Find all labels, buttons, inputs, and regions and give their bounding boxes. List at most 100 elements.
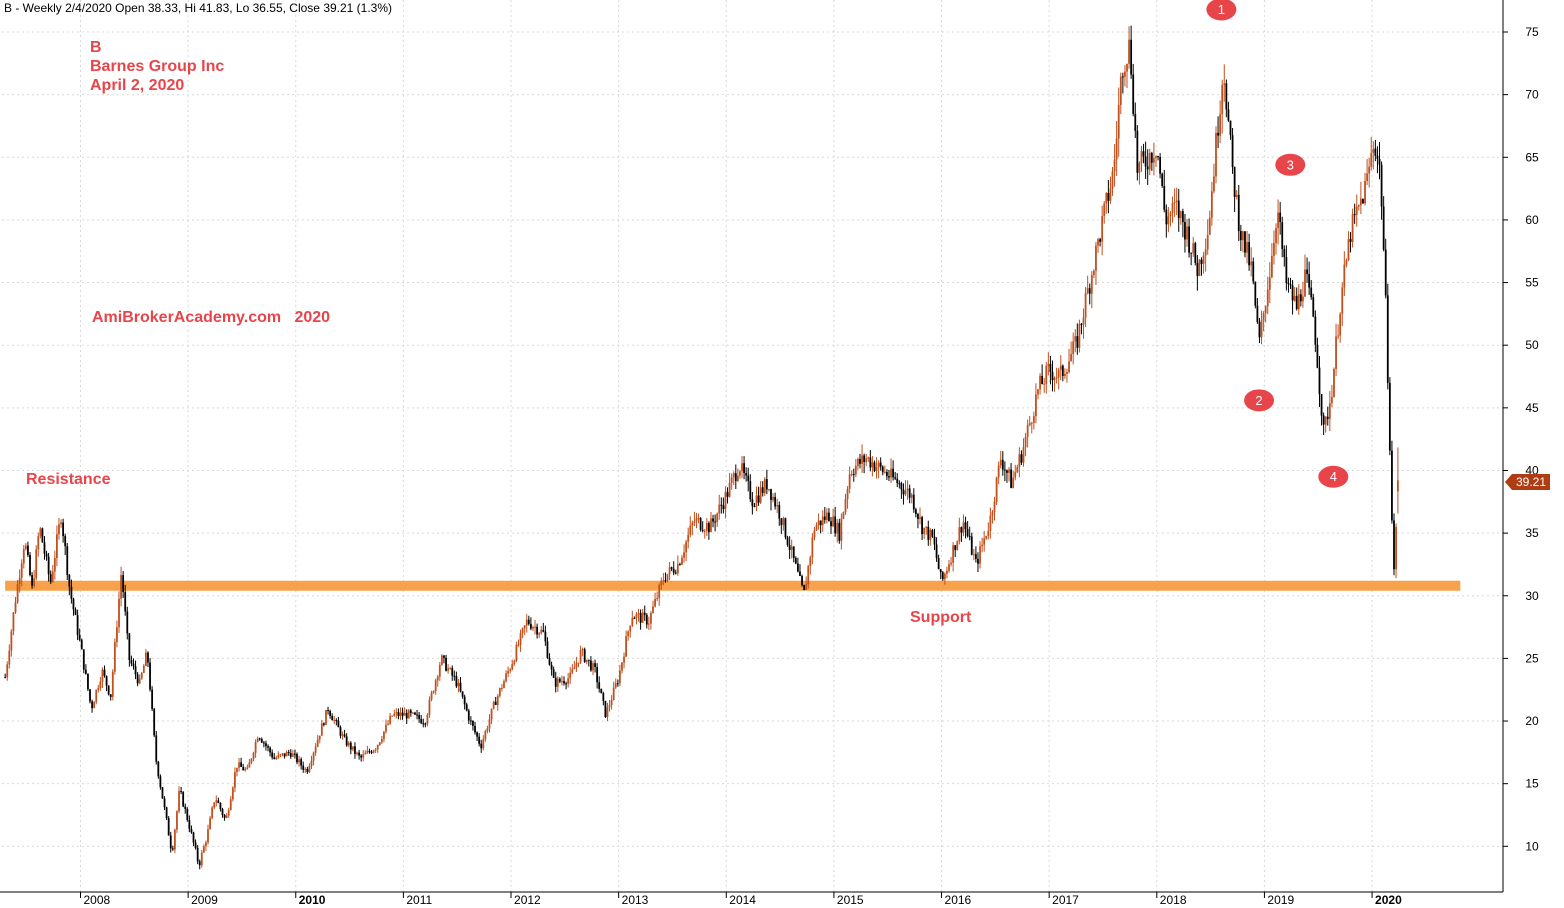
candle-body (836, 522, 839, 534)
candle-body (16, 584, 19, 603)
support-label: Support (910, 609, 972, 626)
candle-body (1090, 275, 1093, 294)
candlestick-series (4, 25, 1399, 870)
candle-body (1299, 294, 1302, 302)
candle-body (333, 719, 336, 721)
candle-body (712, 518, 714, 522)
candle-body (888, 476, 890, 478)
candle-body (149, 662, 151, 690)
candle-body (1055, 377, 1058, 379)
candle-body (29, 554, 31, 576)
candle-body (807, 565, 810, 585)
candle-body (1010, 469, 1012, 488)
candle-body (397, 712, 400, 717)
candle-body (1277, 212, 1279, 229)
candle-body (970, 536, 973, 555)
candle-body (989, 515, 992, 531)
candle-body (103, 669, 106, 676)
candle-body (614, 683, 617, 688)
candle-body (927, 526, 930, 540)
candle-body (724, 492, 727, 510)
candle-body (469, 720, 472, 722)
candle-body (1248, 242, 1251, 266)
candle-body (95, 689, 98, 702)
candle-body (817, 520, 820, 526)
candle-body (519, 633, 522, 645)
candle-body (250, 758, 253, 763)
y-tick-label: 15 (1525, 777, 1539, 791)
candle-body (803, 585, 806, 590)
candle-body (714, 521, 717, 523)
candle-body (1337, 335, 1340, 337)
y-tick-label: 50 (1525, 338, 1539, 352)
candle-body (318, 735, 321, 740)
candle-body (774, 496, 777, 507)
candle-body (1225, 83, 1228, 110)
candle-body (308, 766, 311, 773)
candle-body (1014, 472, 1017, 478)
candle-body (488, 719, 491, 729)
candle-body (728, 482, 731, 497)
x-tick-label: 2016 (945, 893, 972, 907)
candle-body (618, 670, 621, 684)
candle-body (283, 753, 286, 757)
candle-body (360, 755, 363, 758)
candle-body (1016, 466, 1019, 473)
candle-body (1163, 185, 1166, 210)
candle-body (56, 534, 58, 558)
candle-body (354, 746, 356, 754)
candle-body (403, 712, 406, 716)
candle-body (72, 598, 75, 610)
candle-body (633, 618, 636, 620)
candle-body (310, 760, 313, 767)
candle-body (1119, 76, 1122, 106)
candle-body (496, 695, 499, 705)
candle-body (356, 752, 358, 754)
candle-body (84, 669, 87, 674)
y-tick-label: 20 (1525, 714, 1539, 728)
candle-body (407, 710, 410, 719)
candle-body (941, 572, 944, 580)
candle-body (765, 479, 768, 490)
candle-body (252, 753, 255, 759)
candle-body (1242, 231, 1244, 241)
candle-body (302, 765, 305, 770)
candle-body (1169, 213, 1172, 217)
candle-body (1041, 375, 1044, 385)
latest-candle-body (1396, 480, 1399, 492)
candle-body (823, 516, 826, 520)
candle-body (1181, 211, 1184, 223)
candle-body (871, 462, 874, 468)
candle-body (422, 723, 425, 725)
candle-body (1028, 423, 1031, 426)
candle-body (80, 639, 83, 650)
candle-body (438, 664, 441, 677)
candle-body (629, 625, 632, 632)
candle-body (1293, 295, 1296, 301)
candle-body (885, 472, 888, 477)
candle-body (107, 685, 110, 695)
candle-body (298, 759, 300, 763)
candle-body (747, 475, 750, 482)
candle-body (1235, 194, 1238, 198)
candle-body (364, 753, 367, 755)
candle-body (1097, 239, 1099, 246)
candle-body (1283, 249, 1286, 257)
candle-body (285, 752, 288, 757)
candle-body (380, 739, 383, 743)
candle-body (594, 663, 596, 667)
candle-body (1049, 363, 1052, 372)
last-price-value: 39.21 (1516, 475, 1546, 489)
candle-body (1359, 198, 1362, 206)
candle-body (1088, 288, 1091, 294)
candle-body (130, 660, 133, 664)
wave-marker-label: 4 (1330, 469, 1337, 484)
candle-body (556, 678, 559, 687)
candle-body (1148, 152, 1151, 170)
candle-body (1080, 323, 1083, 325)
candle-body (196, 847, 199, 862)
candle-body (1217, 132, 1219, 136)
candle-body (1115, 138, 1118, 160)
x-tick-label: 2014 (729, 893, 756, 907)
candle-body (217, 800, 220, 804)
